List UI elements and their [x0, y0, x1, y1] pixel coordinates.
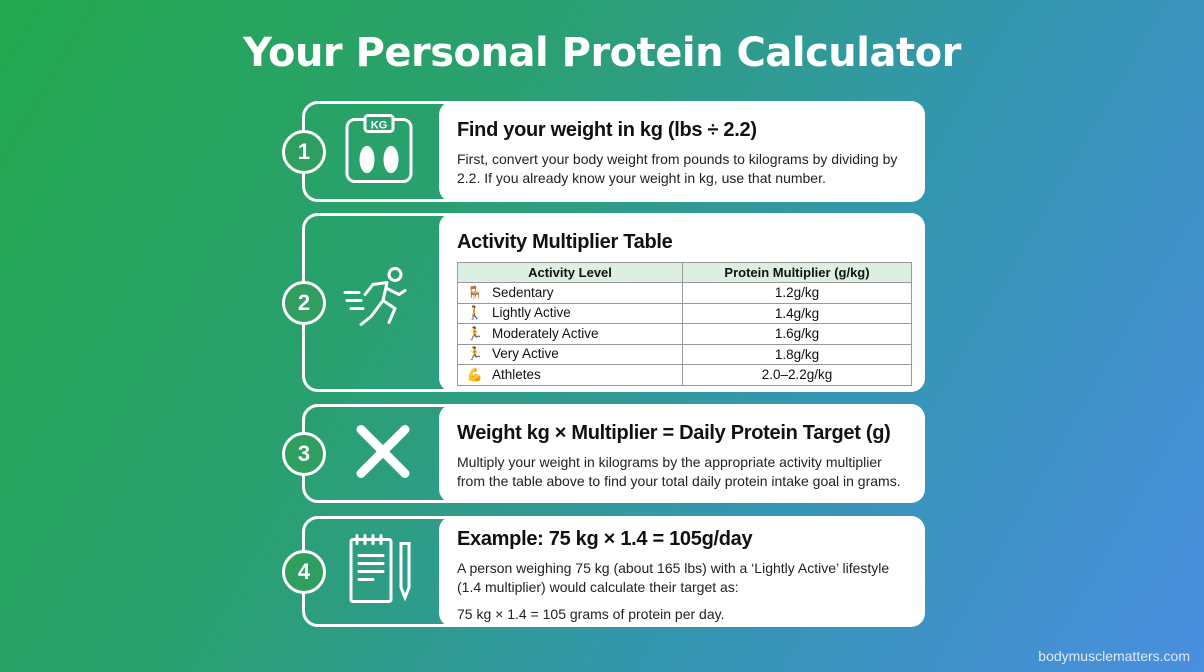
step-2-card: 2 Activity Multiplier Table Activity Lev… — [282, 213, 925, 392]
muscle-torso-icon: 💪 — [466, 366, 484, 382]
table-row: 🪑 Sedentary 1.2g/kg — [457, 282, 912, 304]
footer-website: bodymusclematters.com — [1038, 648, 1190, 664]
step-1-card: 1 KG Find your weight in kg (lbs ÷ 2.2) … — [282, 101, 925, 202]
table-row: 🏃 Very Active 1.8g/kg — [457, 343, 912, 365]
step-text: First, convert your body weight from pou… — [457, 151, 898, 186]
example-result: 75 kg × 1.4 = 105 grams of protein per d… — [457, 606, 725, 622]
step-heading: Weight kg × Multiplier = Daily Protein T… — [457, 422, 891, 444]
step-text: Multiply your weight in kilograms by the… — [457, 454, 901, 489]
step-number-badge: 3 — [282, 431, 326, 476]
notepad-pen-icon — [349, 533, 421, 610]
step-3-card: 3 Weight kg × Multiplier = Daily Protein… — [282, 404, 925, 503]
scale-kg-icon: KG — [343, 113, 415, 190]
multiplier-value: 2.0–2.2g/kg — [682, 364, 912, 386]
column-header: Activity Level — [457, 262, 683, 283]
jogging-person-icon: 🏃 — [466, 325, 484, 341]
walking-person-icon: 🚶 — [466, 305, 484, 321]
desk-person-icon: 🪑 — [466, 284, 484, 300]
sprinting-person-icon: 🏃 — [466, 346, 484, 362]
activity-level: Very Active — [492, 346, 559, 362]
table-row: 🚶 Lightly Active 1.4g/kg — [457, 302, 912, 324]
multiplier-value: 1.4g/kg — [682, 302, 912, 324]
running-person-icon — [343, 264, 413, 341]
activity-multiplier-table: Activity Level Protein Multiplier (g/kg) … — [457, 262, 912, 386]
step-heading: Activity Multiplier Table — [457, 231, 673, 253]
activity-level: Lightly Active — [492, 305, 571, 321]
step-number-badge: 4 — [282, 549, 326, 594]
column-header: Protein Multiplier (g/kg) — [682, 262, 912, 283]
table-row: 💪 Athletes 2.0–2.2g/kg — [457, 364, 912, 386]
activity-level: Athletes — [492, 366, 541, 382]
step-number-badge: 1 — [282, 129, 326, 174]
activity-level: Sedentary — [492, 284, 554, 300]
step-heading: Example: 75 kg × 1.4 = 105g/day — [457, 528, 753, 550]
multiplier-value: 1.2g/kg — [682, 282, 912, 304]
multiplier-value: 1.8g/kg — [682, 343, 912, 365]
svg-text:KG: KG — [371, 119, 388, 131]
step-4-card: 4 Example: 75 kg × 1.4 = 105g/day A pers… — [282, 516, 925, 627]
step-heading: Find your weight in kg (lbs ÷ 2.2) — [457, 119, 757, 141]
page-title: Your Personal Protein Calculator — [243, 30, 961, 76]
multiplier-value: 1.6g/kg — [682, 323, 912, 345]
step-text: A person weighing 75 kg (about 165 lbs) … — [457, 560, 890, 595]
multiply-icon — [355, 423, 411, 484]
activity-level: Moderately Active — [492, 325, 599, 341]
step-number-badge: 2 — [282, 280, 326, 325]
table-row: 🏃 Moderately Active 1.6g/kg — [457, 323, 912, 345]
